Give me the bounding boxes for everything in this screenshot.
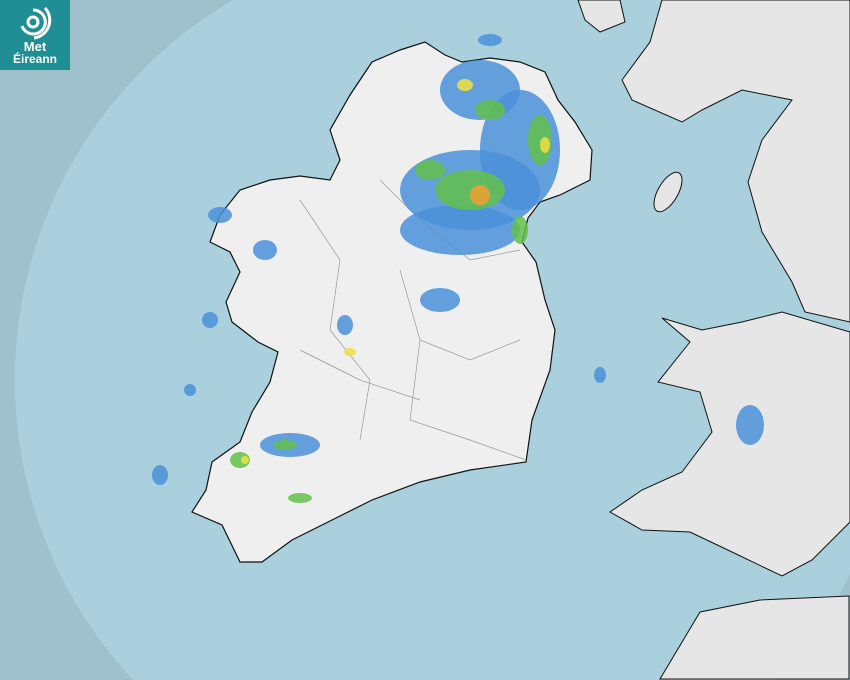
rain-echo-light: [420, 288, 460, 312]
rain-echo-light: [202, 312, 218, 328]
scottish-islands: [577, 0, 626, 33]
rain-echo-light: [208, 207, 232, 223]
isle-of-man: [653, 171, 683, 213]
rain-echo-light: [337, 315, 353, 335]
rain-echo-moderate: [475, 100, 505, 120]
rain-echo-heavy: [540, 137, 550, 153]
county-borders: [299, 179, 527, 461]
radar-rain-layer: [152, 34, 764, 503]
rain-echo-moderate: [273, 440, 297, 450]
rain-echo-light: [152, 465, 168, 485]
wales-england-landmass: [609, 311, 850, 577]
scotland-landmass: [621, 0, 850, 323]
swirl-logo-icon: [20, 6, 52, 40]
met-eireann-logo: Met Éireann: [0, 0, 70, 70]
rain-echo-light: [478, 34, 502, 46]
rain-echo-heavy: [344, 348, 356, 356]
rain-echo-heavy: [457, 79, 473, 91]
cornwall-landmass: [659, 595, 850, 680]
rain-echo-heavy: [241, 456, 249, 464]
rain-echo-light: [594, 367, 606, 383]
rain-echo-light: [184, 384, 196, 396]
rain-echo-moderate: [512, 216, 528, 244]
rain-echo-moderate: [288, 493, 312, 503]
rain-echo-moderate: [435, 170, 505, 210]
rain-echo-moderate: [415, 160, 445, 180]
rain-echo-light: [736, 405, 764, 445]
rain-echo-very-heavy: [470, 185, 490, 205]
rain-echo-light: [400, 205, 520, 255]
logo-text-eireann: Éireann: [12, 52, 57, 66]
rain-echo-light: [253, 240, 277, 260]
logo-text-met: Met: [23, 39, 47, 54]
